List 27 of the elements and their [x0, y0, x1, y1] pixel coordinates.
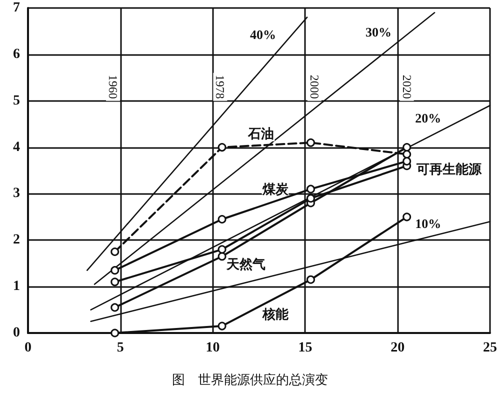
y-tick-label: 1 — [13, 279, 20, 294]
y-tick-label: 0 — [13, 326, 20, 340]
x-tick-label: 0 — [24, 340, 32, 356]
y-tick-label: 2 — [13, 232, 20, 248]
series-label: 天然气 — [226, 256, 266, 272]
text: 图 世界能源供应的总演变 — [172, 372, 328, 387]
series-label: 核能 — [261, 306, 290, 322]
annotation: 1978 — [213, 74, 228, 99]
x-tick-label: 20 — [390, 340, 405, 356]
y-tick-label: 6 — [13, 46, 20, 62]
series-label: 20% — [415, 110, 442, 126]
x-tick-label: 25 — [483, 340, 497, 356]
series-label: 40% — [250, 27, 276, 42]
y-tick-label: 3 — [13, 186, 20, 202]
y-tick-label: 7 — [13, 0, 20, 16]
series-label: 10% — [415, 216, 442, 232]
y-tick-label: 4 — [13, 140, 20, 155]
x-tick-label: 10 — [206, 340, 220, 356]
y-tick-label: 5 — [13, 93, 20, 108]
series-label: 30% — [366, 24, 392, 40]
x-tick-label: 15 — [298, 340, 312, 356]
series-label: 可再生能源 — [415, 161, 482, 176]
annotation: 2000 — [307, 74, 322, 99]
annotation: 2020 — [400, 74, 414, 99]
x-tick-label: 5 — [116, 340, 124, 356]
series-label: 石油 — [246, 126, 274, 141]
annotation: 1960 — [106, 74, 120, 99]
